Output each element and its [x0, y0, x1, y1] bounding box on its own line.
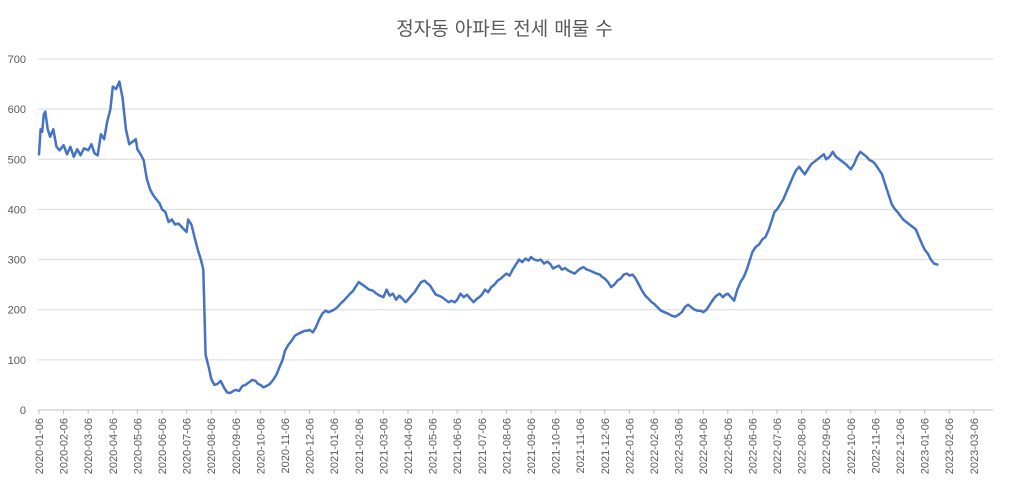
x-tick-label: 2023-03-06 [969, 418, 981, 474]
x-tick-label: 2023-02-06 [944, 418, 956, 474]
series-line [37, 80, 939, 395]
x-tick-label: 2020-01-06 [34, 418, 46, 474]
gridlines [38, 58, 993, 411]
x-tick-label: 2020-06-06 [157, 418, 169, 474]
y-tick-label: 300 [8, 255, 26, 267]
y-tick-label: 500 [8, 154, 26, 166]
x-tick-label: 2020-07-06 [182, 418, 194, 474]
x-tick-label: 2022-10-06 [846, 418, 858, 474]
y-tick-label: 0 [20, 405, 26, 417]
x-tick-label: 2022-09-06 [821, 418, 833, 474]
x-tick-label: 2021-02-06 [354, 418, 366, 474]
x-tick-label: 2021-07-06 [477, 418, 489, 474]
x-tick-label: 2022-08-06 [797, 418, 809, 474]
y-tick-label: 700 [8, 54, 26, 66]
x-tick-label: 2020-05-06 [132, 418, 144, 474]
x-tick-label: 2020-02-06 [59, 418, 71, 474]
x-tick-label: 2021-01-06 [329, 418, 341, 474]
x-tick-label: 2020-10-06 [255, 418, 267, 474]
x-tick-label: 2020-08-06 [206, 418, 218, 474]
chart-title: 정자동 아파트 전세 매물 수 [396, 18, 613, 40]
x-tick-label: 2022-07-06 [772, 418, 784, 474]
x-tick-label: 2022-12-06 [895, 418, 907, 474]
y-tick-label: 600 [8, 104, 26, 116]
x-tick-label: 2020-12-06 [305, 418, 317, 474]
x-tick-label: 2021-08-06 [501, 418, 513, 474]
x-tick-label: 2020-09-06 [231, 418, 243, 474]
x-tick-label: 2022-01-06 [624, 418, 636, 474]
x-tick-label: 2021-04-06 [403, 418, 415, 474]
y-axis: 0 100 200 300 400 500 600 700 [8, 54, 26, 417]
y-tick-label: 100 [8, 355, 26, 367]
x-tick-label: 2021-11-06 [575, 418, 587, 473]
y-tick-label: 400 [8, 204, 26, 216]
x-tick-label: 2023-01-06 [920, 418, 932, 474]
x-tick-label: 2021-09-06 [526, 418, 538, 474]
x-tick-label: 2021-12-06 [600, 418, 612, 474]
x-tick-label: 2022-03-06 [674, 418, 686, 474]
x-tick-label: 2020-11-06 [280, 418, 292, 473]
x-tick-label: 2022-04-06 [698, 418, 710, 474]
x-tick-label: 2022-02-06 [649, 418, 661, 474]
x-tick-label: 2021-05-06 [428, 418, 440, 474]
x-tick-label: 2022-05-06 [723, 418, 735, 474]
x-tick-label: 2022-06-06 [747, 418, 759, 474]
x-tick-label: 2020-03-06 [83, 418, 95, 474]
x-tick-label: 2021-06-06 [452, 418, 464, 474]
x-tick-label: 2022-11-06 [870, 418, 882, 473]
x-tick-label: 2020-04-06 [108, 418, 120, 474]
x-tick-label: 2021-03-06 [378, 418, 390, 474]
x-axis: 2020-01-06 2020-02-06 2020-03-06 2020-04-06… [34, 410, 981, 474]
y-tick-label: 200 [8, 305, 26, 317]
plot-area [37, 80, 939, 395]
x-tick-label: 2021-10-06 [551, 418, 563, 474]
